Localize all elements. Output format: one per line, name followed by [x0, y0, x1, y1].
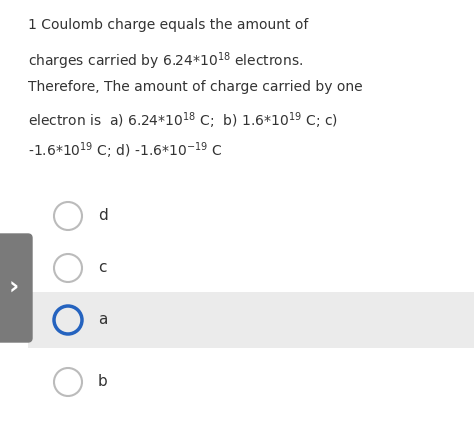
Text: d: d [98, 209, 108, 224]
Text: charges carried by 6.24*$10^{18}$ electrons.: charges carried by 6.24*$10^{18}$ electr… [28, 50, 303, 72]
Text: a: a [98, 312, 108, 328]
Text: electron is  a) 6.24*$10^{18}$ C;  b) 1.6*$10^{19}$ C; c): electron is a) 6.24*$10^{18}$ C; b) 1.6*… [28, 110, 338, 130]
Text: Therefore, The amount of charge carried by one: Therefore, The amount of charge carried … [28, 80, 363, 94]
Text: b: b [98, 374, 108, 389]
Text: 1 Coulomb charge equals the amount of: 1 Coulomb charge equals the amount of [28, 18, 309, 32]
Text: c: c [98, 260, 107, 275]
FancyBboxPatch shape [28, 292, 474, 348]
FancyBboxPatch shape [0, 234, 32, 342]
Text: ›: › [9, 276, 19, 300]
Text: -1.6*$10^{19}$ C; d) -1.6*$10^{-19}$ C: -1.6*$10^{19}$ C; d) -1.6*$10^{-19}$ C [28, 140, 222, 160]
